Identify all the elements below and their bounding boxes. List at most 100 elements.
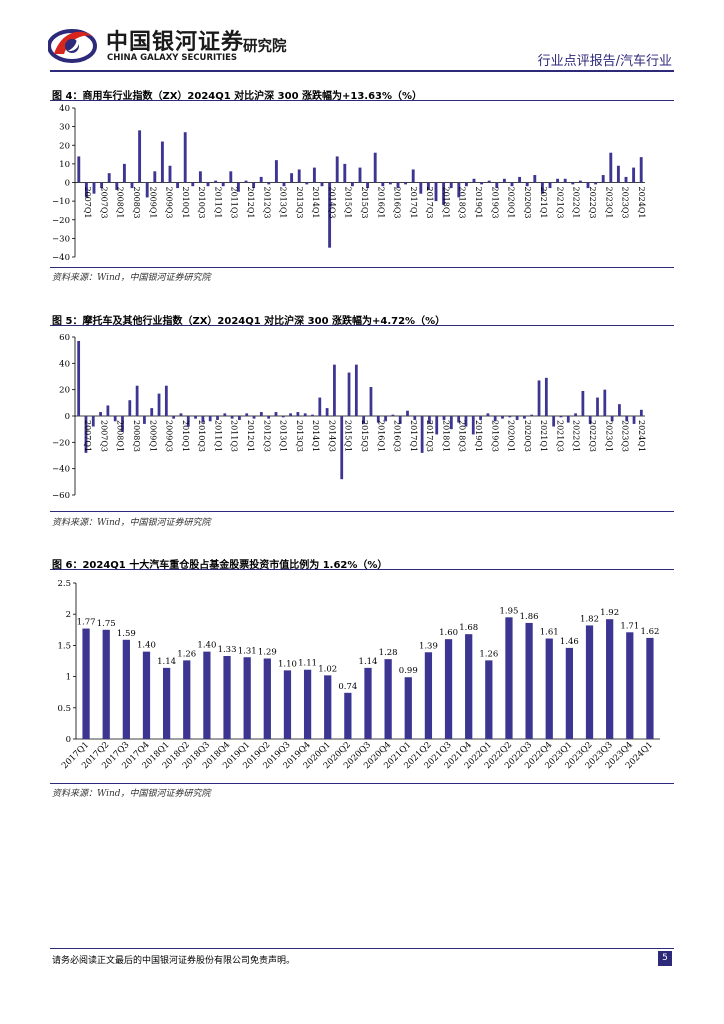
bar <box>508 416 512 418</box>
footer-divider <box>50 948 674 949</box>
bar <box>245 413 249 416</box>
data-label: 1.33 <box>218 645 237 655</box>
bar <box>179 413 183 416</box>
bar <box>479 416 482 420</box>
bar <box>221 182 225 187</box>
x-tick-label: 2007Q1 <box>83 187 92 219</box>
galaxy-logo-icon <box>48 29 97 63</box>
data-label: 1.86 <box>520 612 539 622</box>
bar <box>639 157 643 183</box>
bar <box>487 180 491 183</box>
bar <box>324 675 332 739</box>
bar <box>77 340 81 416</box>
bar <box>384 416 387 422</box>
bar <box>548 182 552 189</box>
bar <box>138 130 142 183</box>
data-label: 1.82 <box>580 614 599 624</box>
figure-6-source: 资料来源：Wind，中国银河证券研究院 <box>52 789 211 799</box>
bar <box>282 182 286 187</box>
bar <box>376 416 380 423</box>
bar <box>183 132 187 183</box>
bar <box>230 416 234 419</box>
x-tick-label: 2023Q3 <box>621 187 630 219</box>
bar <box>404 182 408 185</box>
bar <box>325 408 329 416</box>
brand-name-en: CHINA GALAXY SECURITIES <box>107 53 238 63</box>
x-tick-label: 2020Q3 <box>523 420 532 452</box>
bar <box>186 416 190 427</box>
bar <box>194 416 197 419</box>
bar <box>243 657 251 739</box>
y-tick-label: 20 <box>59 141 70 151</box>
data-label: 1.77 <box>77 618 96 628</box>
x-tick-label: 2010Q1 <box>181 187 190 219</box>
bar <box>525 622 533 739</box>
y-tick-label: −60 <box>52 491 70 501</box>
bar <box>369 387 373 416</box>
bar <box>303 413 307 416</box>
bar <box>143 416 146 424</box>
figure-5-source: 资料来源：Wind，中国银河证券研究院 <box>52 518 211 528</box>
bar <box>115 182 119 190</box>
x-tick-label: 2008Q3 <box>132 187 141 219</box>
bar <box>596 397 599 416</box>
x-tick-label: 2011Q1 <box>213 420 222 452</box>
bar <box>267 182 271 185</box>
bar <box>552 416 556 427</box>
bar <box>419 182 423 194</box>
bar <box>318 397 322 416</box>
bar <box>135 385 139 416</box>
bar <box>523 416 526 419</box>
x-tick-label: 2014Q3 <box>327 420 336 452</box>
bar <box>191 182 195 187</box>
data-label: 1.62 <box>640 627 659 637</box>
x-tick-label: 2019Q3 <box>490 187 499 219</box>
bar <box>162 667 171 739</box>
bar <box>518 176 522 183</box>
x-tick-label: 2020Q1 <box>507 420 516 452</box>
figure-6-title: 图 6：2024Q1 十大汽车重仓股占基金股票投资市值比例为 1.62%（%） <box>52 560 388 571</box>
bar <box>457 416 461 423</box>
bar <box>435 416 439 435</box>
x-tick-label: 2018Q3 <box>458 187 467 219</box>
bar <box>259 412 263 416</box>
data-label: 1.40 <box>137 641 156 651</box>
figure-6-bottom-rule <box>50 783 674 784</box>
x-tick-label: 2010Q1 <box>181 420 190 452</box>
bar <box>464 182 468 187</box>
bar <box>396 182 400 189</box>
figure-4-source: 资料来源：Wind，中国银河证券研究院 <box>52 273 211 283</box>
y-tick-label: −40 <box>52 253 70 263</box>
bar <box>391 414 395 416</box>
bar <box>411 169 415 183</box>
bar <box>297 169 301 183</box>
bar <box>610 416 614 422</box>
bar <box>344 692 352 739</box>
y-tick-label: 60 <box>59 333 70 343</box>
bar <box>100 182 104 189</box>
bar <box>606 619 614 739</box>
x-tick-label: 2016Q3 <box>393 420 402 452</box>
x-tick-label: 2023Q1 <box>604 187 613 219</box>
bar <box>274 412 278 416</box>
bar <box>84 182 88 198</box>
x-tick-label: 2021Q1 <box>539 187 548 219</box>
bar <box>510 182 514 187</box>
bar <box>366 182 370 189</box>
y-tick-label: 1.5 <box>57 641 71 651</box>
x-tick-label: 2013Q3 <box>295 187 304 219</box>
page-header: 中国银河证券 CHINA GALAXY SECURITIES 研究院 行业点评报… <box>0 0 724 80</box>
x-tick-label: 2022Q1 <box>572 420 581 452</box>
bar <box>444 639 453 739</box>
bar <box>442 182 446 205</box>
x-tick-label: 2007Q1 <box>83 420 92 452</box>
data-label: 1.14 <box>359 657 378 667</box>
x-tick-label: 2010Q3 <box>197 187 206 219</box>
figure-5-title: 图 5：摩托车及其他行业指数（ZX）2024Q1 对比沪深 300 涨跌幅为+4… <box>52 316 446 327</box>
x-tick-label: 2024Q1 <box>637 420 646 452</box>
x-tick-label: 2014Q1 <box>311 420 320 452</box>
x-tick-label: 2016Q1 <box>376 420 385 452</box>
y-tick-label: 0 <box>66 735 71 745</box>
x-tick-label: 2012Q1 <box>246 187 255 219</box>
x-tick-label: 2007Q3 <box>99 420 108 452</box>
